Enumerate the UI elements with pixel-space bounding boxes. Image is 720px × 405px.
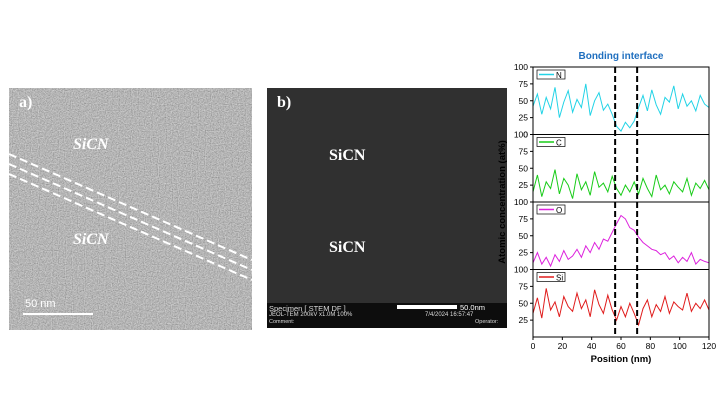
x-tick-label: 0 bbox=[531, 341, 536, 351]
x-tick-label: 60 bbox=[616, 341, 626, 351]
timestamp-text: 7/4/2024 16:57:47 bbox=[425, 312, 474, 318]
y-tick-label: 25 bbox=[519, 315, 529, 325]
eds-line-profile-chart: Bonding interface 0 25 50 75 100 N 25 50 75 100 C 25… bbox=[497, 51, 716, 365]
y-tick-label: 50 bbox=[519, 231, 529, 241]
stem-info-footer: Specimen [ STEM DF ] 50.0nm JEOL-TEM 200… bbox=[267, 303, 507, 328]
y-tick-label: 75 bbox=[519, 146, 529, 156]
interface-dashed-line-middle bbox=[9, 163, 252, 271]
legend-label-n: N bbox=[556, 71, 562, 80]
scale-bar-line bbox=[397, 305, 457, 309]
x-tick-label: 40 bbox=[587, 341, 597, 351]
y-tick-label: 25 bbox=[519, 248, 529, 258]
instrument-text: JEOL-TEM 200kV x1.0M 100% bbox=[269, 312, 353, 318]
legend-label-si: Si bbox=[556, 274, 563, 283]
legend-label-o: O bbox=[556, 206, 562, 215]
y-tick-label: 100 bbox=[514, 265, 528, 275]
y-tick-label: 100 bbox=[514, 62, 528, 72]
x-tick-label: 120 bbox=[702, 341, 716, 351]
interface-dashed-line-upper bbox=[9, 153, 252, 261]
upper-sicn-label: SiCN bbox=[329, 147, 366, 164]
scale-bar-label: 50.0nm bbox=[460, 303, 486, 312]
y-tick-label: 0 bbox=[523, 130, 528, 140]
y-axis-label: Atomic concentration (at%) bbox=[497, 140, 508, 264]
y-tick-label: 75 bbox=[519, 214, 529, 224]
panel-a-label: a) bbox=[19, 94, 33, 111]
y-tick-label: 75 bbox=[519, 281, 529, 291]
legend-label-c: C bbox=[556, 139, 562, 148]
x-tick-label: 100 bbox=[673, 341, 687, 351]
series-line-n bbox=[532, 83, 710, 132]
y-tick-label: 25 bbox=[519, 180, 529, 190]
series-line-si bbox=[532, 288, 710, 327]
lower-sicn-label: SiCN bbox=[329, 239, 366, 256]
series-line-c bbox=[532, 169, 710, 199]
chart-title: Bonding interface bbox=[578, 51, 663, 62]
lower-sicn-label: SiCN bbox=[73, 231, 109, 248]
x-axis-label: Position (nm) bbox=[591, 354, 652, 365]
panel-a-hrtem-image: a) SiCN SiCN 50 nm bbox=[9, 88, 252, 330]
panel-b-label: b) bbox=[277, 94, 292, 111]
series-line-o bbox=[532, 214, 710, 268]
y-tick-label: 100 bbox=[514, 130, 528, 140]
interface-dashed-line-lower bbox=[9, 173, 252, 281]
x-tick-label: 80 bbox=[646, 341, 656, 351]
operator-text: Operator: bbox=[475, 319, 499, 325]
panel-b-stem-image: b) SiCN SiCN Specimen [ STEM DF ] 50.0nm… bbox=[267, 88, 507, 328]
scale-bar-label: 50 nm bbox=[25, 298, 56, 310]
y-tick-label: 50 bbox=[519, 96, 529, 106]
comment-text: Comment: bbox=[269, 319, 295, 325]
y-tick-label: 50 bbox=[519, 163, 529, 173]
hrtem-texture bbox=[9, 88, 252, 330]
y-tick-label: 75 bbox=[519, 79, 529, 89]
upper-sicn-label: SiCN bbox=[73, 136, 109, 153]
y-tick-label: 50 bbox=[519, 298, 529, 308]
x-tick-label: 20 bbox=[558, 341, 568, 351]
specimen-text: Specimen [ STEM DF ] bbox=[269, 304, 346, 313]
y-tick-label: 25 bbox=[519, 113, 529, 123]
y-tick-label: 100 bbox=[514, 197, 528, 207]
